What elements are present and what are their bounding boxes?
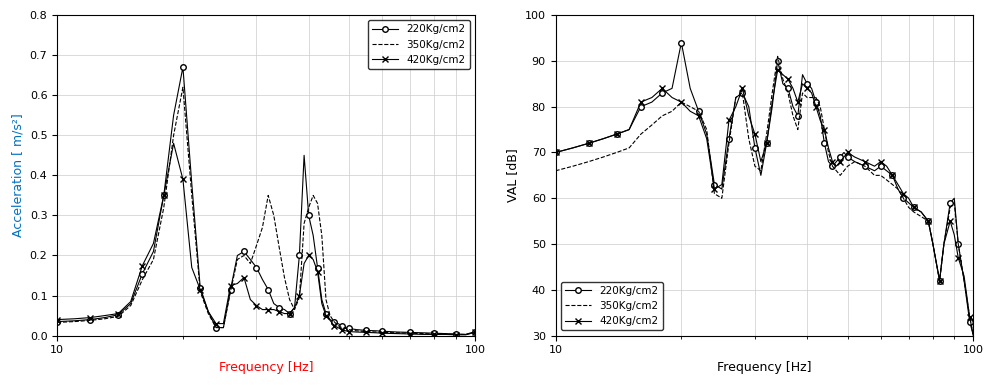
Legend: 220Kg/cm2, 350Kg/cm2, 420Kg/cm2: 220Kg/cm2, 350Kg/cm2, 420Kg/cm2 bbox=[368, 20, 469, 69]
Y-axis label: VAL [dB]: VAL [dB] bbox=[506, 149, 519, 202]
X-axis label: Frequency [Hz]: Frequency [Hz] bbox=[717, 361, 811, 374]
X-axis label: Frequency [Hz]: Frequency [Hz] bbox=[219, 361, 313, 374]
Y-axis label: Acceleration [ m/s²]: Acceleration [ m/s²] bbox=[11, 114, 24, 237]
Legend: 220Kg/cm2, 350Kg/cm2, 420Kg/cm2: 220Kg/cm2, 350Kg/cm2, 420Kg/cm2 bbox=[561, 282, 662, 330]
